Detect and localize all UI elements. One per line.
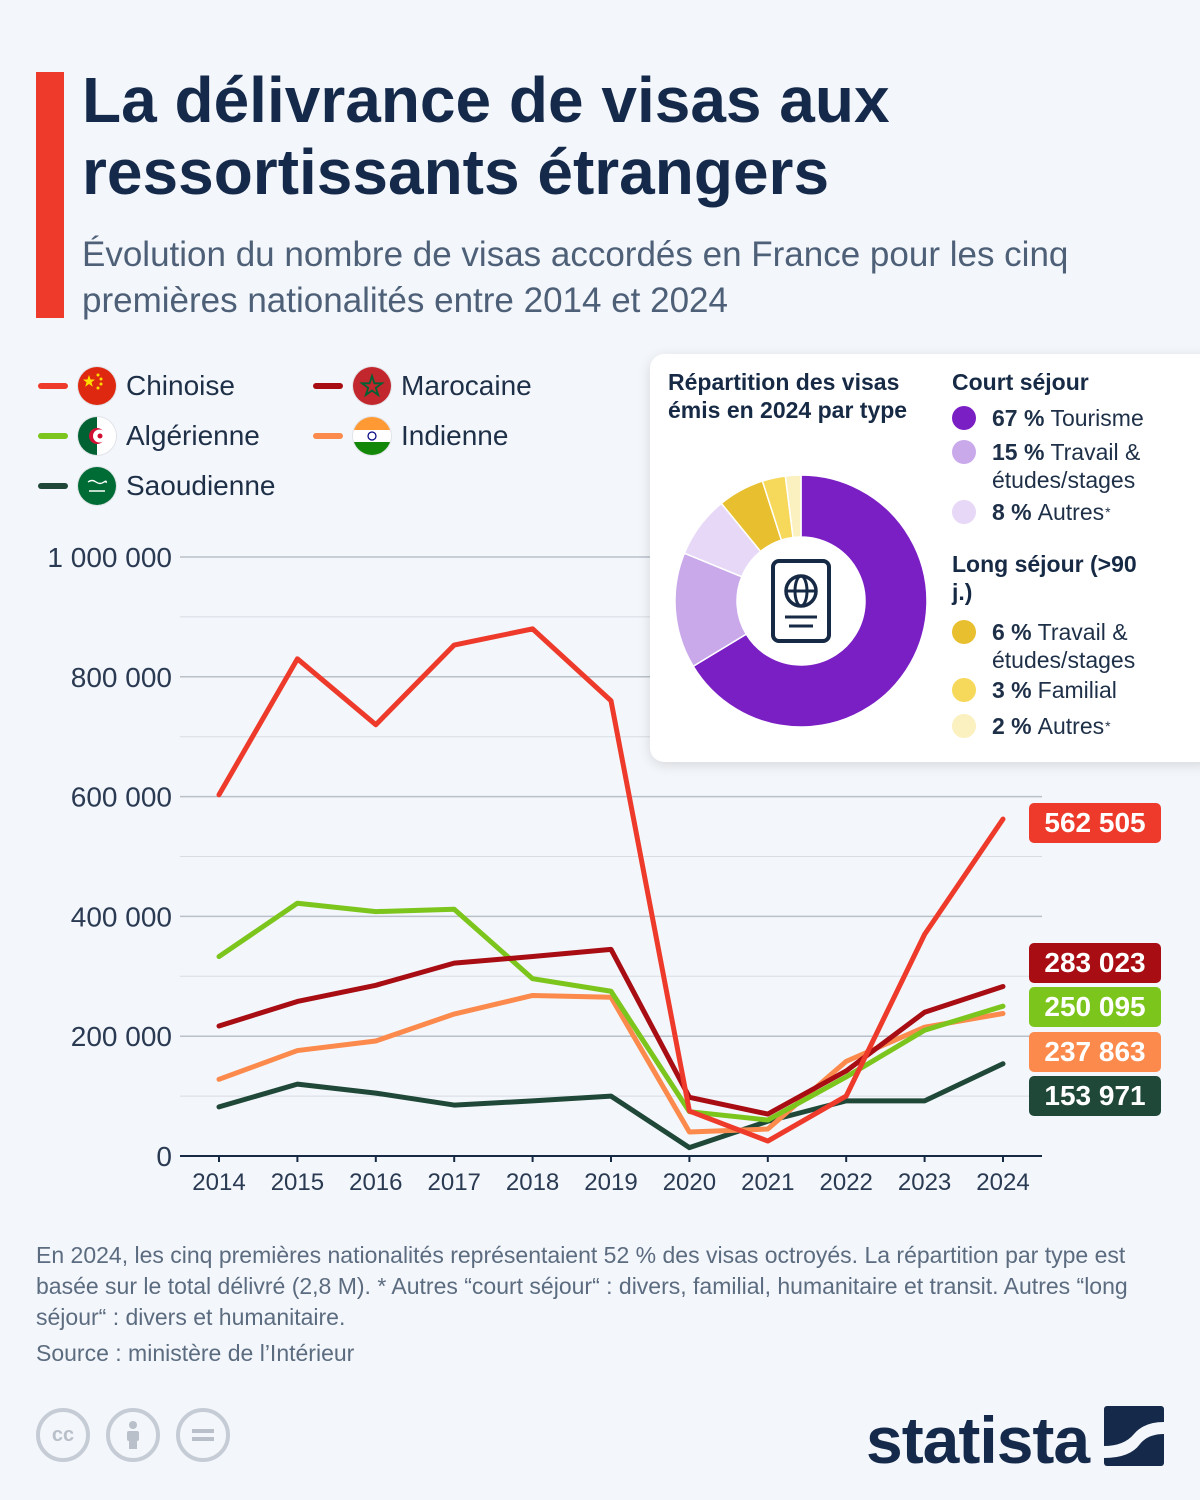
legend-label: Indienne: [401, 420, 509, 451]
legend-short-work: 15 % Travail & études/stages: [952, 438, 1192, 494]
legend-item-algerienne: Algérienne: [38, 412, 260, 460]
legend-item-marocaine: Marocaine: [313, 362, 532, 410]
legend-label: Marocaine: [401, 370, 532, 401]
page-title: La délivrance de visas aux ressortissant…: [82, 64, 890, 208]
donut-title: Répartition des visas émis en 2024 par t…: [668, 369, 908, 423]
slice-label: Autres: [1037, 499, 1105, 525]
end-value-label-marocaine: 283 023: [1029, 943, 1161, 983]
y-tick-label: 0: [156, 1141, 172, 1172]
x-tick-label: 2015: [271, 1169, 324, 1196]
end-value-label-saoudienne: 153 971: [1029, 1076, 1161, 1116]
slice-label: Familial: [1037, 677, 1117, 703]
x-tick-label: 2022: [820, 1169, 873, 1196]
series-line-saoudienne: [216, 1061, 1006, 1151]
series-line-marocaine: [216, 946, 1006, 1117]
donut-slice-5: [784, 474, 802, 539]
no-derivatives-icon[interactable]: [176, 1408, 230, 1462]
pct: 67 %: [992, 405, 1045, 431]
long-stay-heading: Long séjour (>90 j.): [952, 551, 1137, 605]
donut-slice-0: [692, 474, 928, 728]
dot-short-tourism: [952, 406, 976, 430]
india-flag-icon: [353, 417, 391, 455]
pct: 6 %: [992, 619, 1032, 645]
legend-item-saoudienne: Saoudienne: [38, 462, 275, 510]
x-tick-label: 2021: [741, 1169, 794, 1196]
x-tick-label: 2014: [192, 1169, 245, 1196]
legend-item-chinoise: Chinoise: [38, 362, 235, 410]
pct: 15 %: [992, 439, 1045, 465]
legend-label: Saoudienne: [126, 470, 276, 501]
pct: 2 %: [992, 713, 1032, 739]
china-flag-icon: [78, 367, 116, 405]
legend-long-work: 6 % Travail & études/stages: [952, 618, 1192, 674]
visa-type-breakdown-card: Répartition des visas émis en 2024 par t…: [650, 354, 1200, 762]
dot-long-other: [952, 714, 976, 738]
legend: Chinoise Marocaine Algérienne Indienne S…: [38, 362, 598, 512]
license-icons: cc: [36, 1408, 246, 1462]
x-tick-label: 2020: [663, 1169, 716, 1196]
x-tick-label: 2017: [428, 1169, 481, 1196]
legend-long-other: 2 % Autres*: [952, 712, 1192, 740]
source-link[interactable]: Source : ministère de l’Intérieur: [36, 1340, 355, 1366]
legend-short-tourism: 67 % Tourisme: [952, 404, 1192, 432]
footnote-mark: *: [1105, 718, 1111, 734]
cc-icon[interactable]: cc: [36, 1408, 90, 1462]
series-line-chinoise: [216, 626, 1006, 1144]
dot-long-family: [952, 678, 976, 702]
x-tick-label: 2018: [506, 1169, 559, 1196]
slice-label: Travail & études/stages: [992, 619, 1136, 673]
statista-logo-icon[interactable]: [1104, 1406, 1164, 1466]
page-subtitle: Évolution du nombre de visas accordés en…: [82, 235, 1069, 320]
end-value-label-chinoise: 562 505: [1029, 803, 1161, 843]
slice-label: Travail & études/stages: [992, 439, 1141, 493]
footnote: En 2024, les cinq premières nationalités…: [36, 1242, 1128, 1330]
dot-short-other: [952, 500, 976, 524]
end-value-label-algérienne: 250 095: [1029, 987, 1161, 1027]
slice-label: Tourisme: [1050, 405, 1144, 431]
y-tick-label: 200 000: [71, 1021, 172, 1052]
x-tick-label: 2023: [898, 1169, 951, 1196]
legend-label: Chinoise: [126, 370, 235, 401]
y-tick-label: 800 000: [71, 662, 172, 693]
algeria-flag-icon: [78, 417, 116, 455]
end-value-label-indienne: 237 863: [1029, 1032, 1161, 1072]
saudi-flag-icon: [78, 467, 116, 505]
passport-icon: [771, 559, 831, 643]
x-tick-label: 2016: [349, 1169, 402, 1196]
dot-short-work: [952, 440, 976, 464]
legend-line-algerienne: [38, 433, 68, 439]
slice-label: Autres: [1037, 713, 1105, 739]
pct: 3 %: [992, 677, 1032, 703]
series-line-algérienne: [216, 900, 1006, 1123]
legend-line-indienne: [313, 433, 343, 439]
statista-logo-text[interactable]: statista: [866, 1403, 1090, 1477]
donut-chart: [674, 474, 928, 728]
y-tick-label: 400 000: [71, 901, 172, 932]
dot-long-work: [952, 620, 976, 644]
legend-line-chinoise: [38, 383, 68, 389]
footnote-mark: *: [1105, 504, 1111, 520]
legend-item-indienne: Indienne: [313, 412, 508, 460]
title-accent-bar: [36, 72, 64, 318]
x-tick-label: 2024: [976, 1169, 1029, 1196]
short-stay-heading: Court séjour: [952, 369, 1089, 395]
y-tick-label: 1 000 000: [47, 542, 172, 573]
y-tick-label: 600 000: [71, 782, 172, 813]
legend-long-family: 3 % Familial: [952, 676, 1192, 704]
legend-line-marocaine: [313, 383, 343, 389]
legend-short-other: 8 % Autres*: [952, 498, 1192, 526]
morocco-flag-icon: [353, 367, 391, 405]
legend-label: Algérienne: [126, 420, 260, 451]
x-tick-label: 2019: [584, 1169, 637, 1196]
legend-line-saoudienne: [38, 483, 68, 489]
pct: 8 %: [992, 499, 1032, 525]
attribution-icon[interactable]: [106, 1408, 160, 1462]
